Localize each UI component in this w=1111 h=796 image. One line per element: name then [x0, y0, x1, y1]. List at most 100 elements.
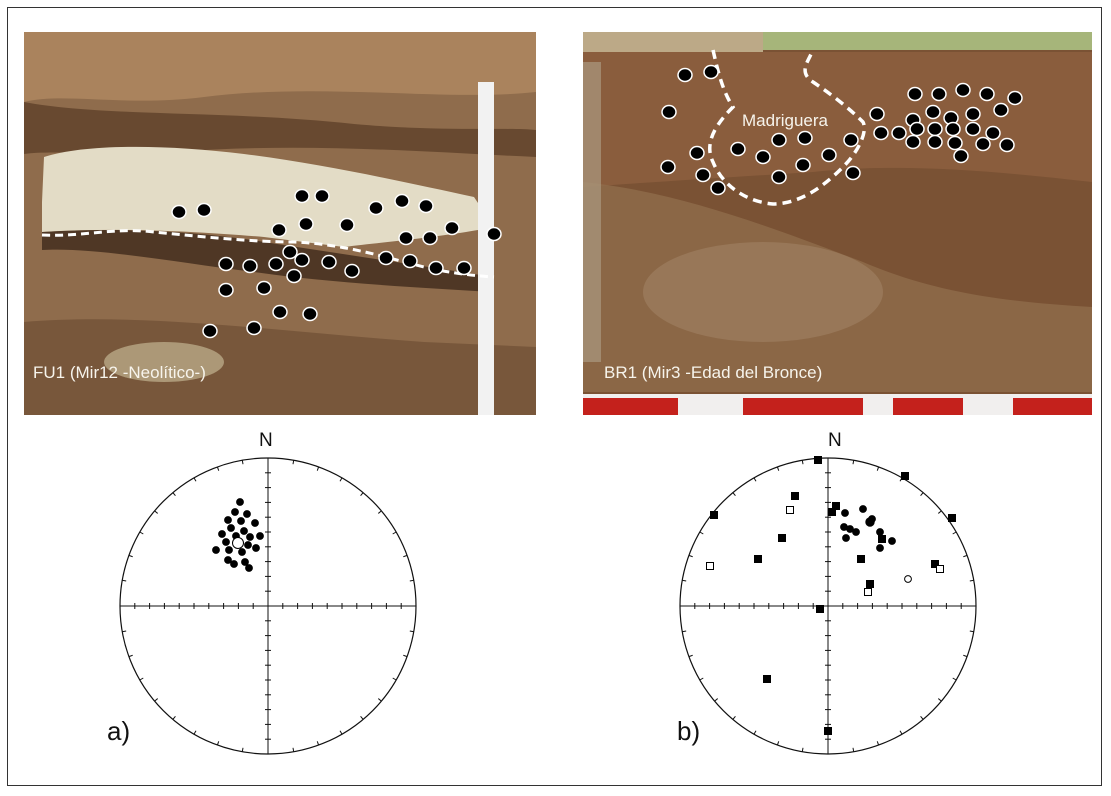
filled-square-point — [778, 534, 786, 542]
filled-circle-point — [251, 519, 259, 527]
filled-circle-point — [841, 509, 849, 517]
filled-circle-point — [852, 528, 860, 536]
sample-marker — [953, 148, 969, 164]
stereonet-a — [110, 426, 426, 761]
panel-label-b: b) — [677, 716, 701, 746]
sample-marker — [268, 256, 284, 272]
sample-marker — [171, 204, 187, 220]
sample-marker — [486, 226, 502, 242]
photo-br1-image — [583, 32, 1092, 415]
sample-marker — [368, 200, 384, 216]
filled-circle-point — [246, 533, 254, 541]
sample-marker — [394, 193, 410, 209]
sample-markers-br1 — [660, 64, 1023, 196]
filled-circle-point — [245, 564, 253, 572]
sample-marker — [695, 167, 711, 183]
sample-marker — [196, 202, 212, 218]
stereonet-b — [670, 426, 986, 761]
photo-fu1-image — [24, 32, 536, 415]
sample-marker — [925, 104, 941, 120]
sample-marker — [444, 220, 460, 236]
filled-circle-point — [238, 548, 246, 556]
sample-marker — [321, 254, 337, 270]
filled-circle-point — [842, 534, 850, 542]
filled-circle-point — [230, 560, 238, 568]
sample-marker — [344, 263, 360, 279]
sample-marker — [282, 244, 298, 260]
sample-marker — [965, 121, 981, 137]
sample-marker — [202, 323, 218, 339]
sample-marker — [965, 106, 981, 122]
sample-marker — [771, 169, 787, 185]
sample-marker — [339, 217, 355, 233]
burrow-label: Madriguera — [742, 111, 828, 130]
sample-marker — [660, 159, 676, 175]
sample-marker — [955, 82, 971, 98]
sample-markers-fu1 — [171, 188, 502, 339]
sample-marker — [927, 134, 943, 150]
filled-circle-point — [859, 505, 867, 513]
sample-marker — [677, 67, 693, 83]
sample-marker — [302, 306, 318, 322]
sample-marker — [993, 102, 1009, 118]
sample-marker — [256, 280, 272, 296]
filled-square-point — [814, 456, 822, 464]
sample-marker — [242, 258, 258, 274]
sample-marker — [422, 230, 438, 246]
sample-marker — [999, 137, 1015, 153]
filled-square-point — [816, 605, 824, 613]
filled-circle-point — [241, 558, 249, 566]
filled-circle-point — [224, 516, 232, 524]
sample-marker — [661, 104, 677, 120]
sample-marker — [755, 149, 771, 165]
open-square-point — [864, 588, 872, 596]
sample-marker — [985, 125, 1001, 141]
sample-marker — [979, 86, 995, 102]
filled-square-point — [931, 560, 939, 568]
filled-circle-point — [225, 546, 233, 554]
sample-marker — [456, 260, 472, 276]
sample-marker — [703, 64, 719, 80]
sample-marker — [771, 132, 787, 148]
filled-circle-point — [236, 498, 244, 506]
filled-circle-point — [243, 510, 251, 518]
open-circle-point — [904, 575, 912, 583]
filled-square-point — [857, 555, 865, 563]
filled-circle-point — [256, 532, 264, 540]
sample-marker — [845, 165, 861, 181]
sample-marker — [931, 86, 947, 102]
filled-circle-point — [876, 544, 884, 552]
filled-circle-point — [876, 528, 884, 536]
sample-marker — [905, 134, 921, 150]
sample-marker — [272, 304, 288, 320]
filled-square-point — [791, 492, 799, 500]
filled-square-point — [948, 514, 956, 522]
sample-marker — [298, 216, 314, 232]
filled-circle-point — [218, 530, 226, 538]
sample-marker — [710, 180, 726, 196]
filled-circle-point — [244, 541, 252, 549]
sample-marker — [975, 136, 991, 152]
north-label-b: N — [828, 430, 842, 451]
sample-marker — [294, 252, 310, 268]
open-circle-point — [232, 537, 244, 549]
panel-label-a: a) — [107, 716, 131, 746]
sample-marker — [398, 230, 414, 246]
sample-marker — [873, 125, 889, 141]
sample-marker — [218, 256, 234, 272]
sample-marker — [927, 121, 943, 137]
sample-marker — [907, 86, 923, 102]
sample-marker — [689, 145, 705, 161]
filled-square-point — [828, 508, 836, 516]
sample-marker — [286, 268, 302, 284]
stereonet-b-svg — [679, 456, 977, 755]
filled-circle-point — [224, 556, 232, 564]
filled-circle-point — [865, 517, 875, 527]
stereonet-a-svg — [119, 457, 417, 755]
sample-marker — [945, 121, 961, 137]
filled-circle-point — [240, 527, 248, 535]
sample-marker — [218, 282, 234, 298]
sample-marker — [891, 125, 907, 141]
filled-square-point — [710, 511, 718, 519]
filled-circle-point — [231, 508, 239, 516]
